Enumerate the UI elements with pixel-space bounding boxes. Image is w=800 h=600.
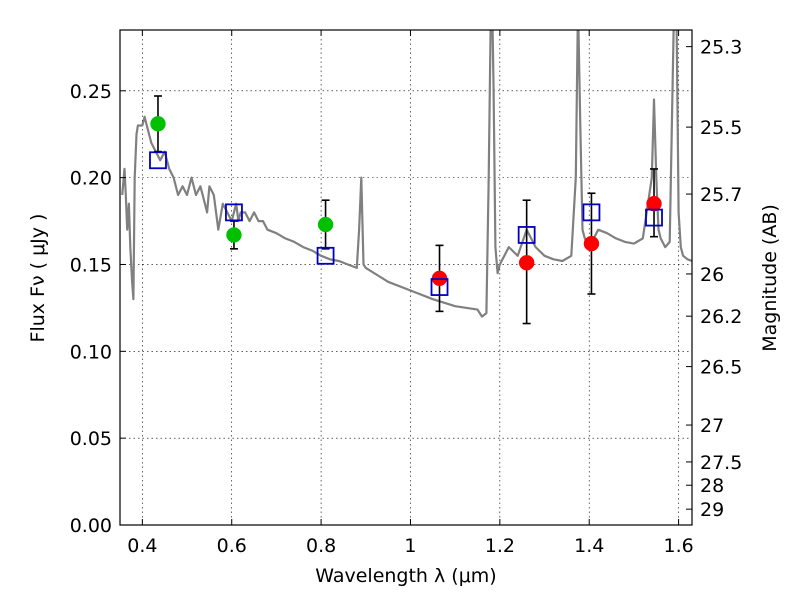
y-tick-label: 0.10: [70, 341, 112, 363]
y2-tick-label: 26: [700, 264, 724, 286]
x-tick-label: 1.4: [574, 535, 604, 557]
y2-axis-title: Magnitude (AB): [759, 204, 781, 352]
y-axis-title: Flux Fν ( μJy ): [27, 214, 49, 343]
y2-tick-label: 25.5: [700, 117, 742, 139]
data-markers: [149, 116, 663, 296]
model-flux-square: [430, 278, 449, 296]
observed-flux-point: [317, 216, 334, 233]
y2-tick-label: 25.7: [700, 184, 742, 206]
x-tick-label: 1.2: [485, 535, 515, 557]
y-tick-label: 0.20: [70, 168, 112, 190]
y2-tick-label: 27.5: [700, 452, 742, 474]
observed-flux-point: [646, 195, 662, 212]
y-tick-label: 0.00: [70, 515, 112, 537]
x-tick-label: 1.6: [663, 535, 693, 557]
x-tick-label: 0.6: [217, 535, 247, 557]
model-flux-square: [517, 226, 536, 244]
y2-tick-label: 28: [700, 475, 724, 497]
y2-tick-label: 29: [700, 499, 724, 521]
x-tick-label: 1: [404, 535, 416, 557]
observed-flux-point: [226, 227, 242, 243]
y2-tick-label: 26.5: [700, 357, 742, 379]
axis-ticks: [120, 30, 692, 526]
observed-flux-point: [150, 116, 166, 132]
x-axis-title: Wavelength λ (μm): [315, 565, 496, 587]
observed-flux-point: [583, 235, 600, 252]
y-tick-label: 0.15: [70, 254, 112, 276]
grid: [120, 30, 692, 526]
x-tick-label: 0.8: [306, 535, 336, 557]
tick-labels: 0.4 0.6 0.8 1 1.2 1.4 1.6 0.00 0.05 0.10 0.15 0.20 0…: [70, 37, 743, 557]
y-tick-label: 0.25: [70, 81, 112, 103]
model-flux-square: [645, 208, 663, 227]
model-flux-square: [225, 203, 243, 222]
observed-flux-point: [518, 254, 535, 271]
model-flux-square: [582, 203, 601, 222]
y-tick-label: 0.05: [70, 428, 112, 450]
y2-tick-label: 25.3: [700, 37, 742, 59]
y2-tick-label: 26.2: [700, 306, 742, 328]
y2-tick-label: 27: [700, 415, 724, 437]
model-spectrum-line: [121, 30, 692, 318]
x-tick-label: 0.4: [127, 535, 157, 557]
model-spectrum: [121, 30, 692, 318]
model-flux-square: [316, 246, 335, 265]
model-flux-square: [149, 151, 167, 170]
plot-area-background: [120, 30, 692, 525]
plot-frame: [119, 29, 693, 526]
